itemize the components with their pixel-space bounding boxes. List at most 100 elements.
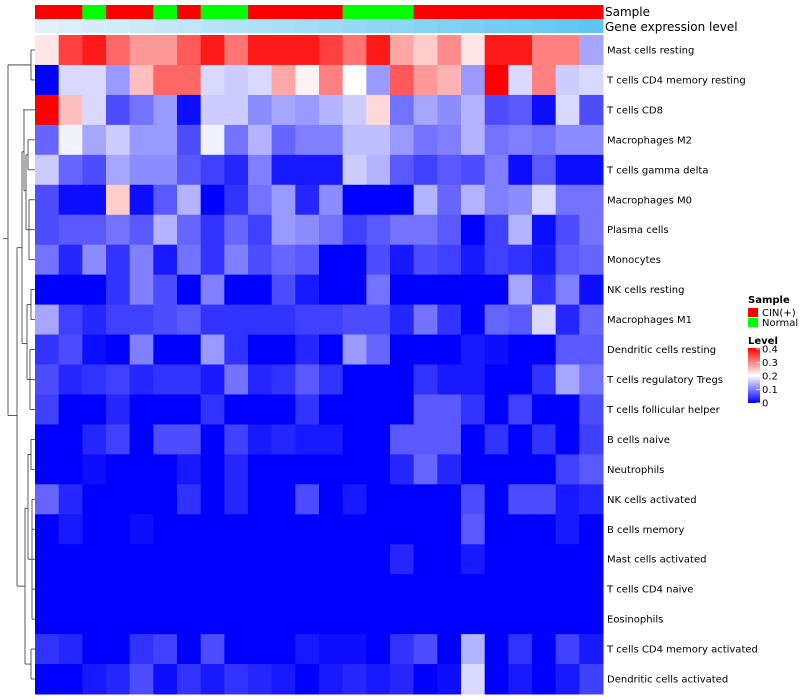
legend-level-title: Level xyxy=(748,336,778,347)
heatmap-cell xyxy=(106,574,131,605)
heatmap-cell xyxy=(555,424,580,455)
heatmap-cell xyxy=(508,544,533,575)
gene-annotation-label: Gene expression level xyxy=(605,20,738,34)
heatmap-cell xyxy=(579,454,604,485)
heatmap-cell xyxy=(106,514,131,545)
legend: Sample CIN(+)Normal Level 0.4 0.3 0.2 0.1 0 xyxy=(748,295,798,410)
heatmap-cell xyxy=(58,244,83,276)
heatmap-cell xyxy=(319,274,344,306)
heatmap-cell xyxy=(271,424,296,455)
heatmap-cell xyxy=(484,124,509,156)
heatmap-cell xyxy=(106,424,131,455)
heatmap-cell xyxy=(437,154,462,186)
heatmap-cell xyxy=(295,274,320,306)
heatmap-cell xyxy=(82,214,107,246)
row-label: T cells follicular helper xyxy=(606,405,721,416)
heatmap-cell xyxy=(106,604,131,635)
heatmap-cell xyxy=(153,514,178,545)
heatmap-cell xyxy=(58,124,83,156)
heatmap-cell xyxy=(129,454,154,485)
heatmap-cell xyxy=(129,35,154,66)
heatmap-cell xyxy=(413,184,438,216)
row-label: Dendritic cells activated xyxy=(607,675,728,686)
heatmap-cell xyxy=(366,184,391,216)
heatmap-cell xyxy=(366,35,391,66)
gene-annotation-cell xyxy=(342,19,367,33)
heatmap-cell xyxy=(200,394,225,425)
sample-annotation-cell xyxy=(437,5,462,19)
heatmap-cell xyxy=(319,454,344,485)
heatmap-cell xyxy=(484,364,509,395)
heatmap-cell xyxy=(35,424,60,455)
heatmap-cell xyxy=(579,304,604,336)
heatmap-cell xyxy=(508,574,533,605)
heatmap-cell xyxy=(153,604,178,635)
heatmap-cell xyxy=(224,514,249,545)
heatmap-cell xyxy=(295,544,320,575)
row-label: T cells gamma delta xyxy=(606,165,708,176)
heatmap-cell xyxy=(58,514,83,545)
heatmap-cell xyxy=(532,244,557,276)
heatmap-cell xyxy=(177,454,202,485)
heatmap-cell xyxy=(413,574,438,605)
heatmap-cell xyxy=(35,574,60,605)
heatmap-cell xyxy=(579,94,604,126)
heatmap-cell xyxy=(295,424,320,455)
heatmap-cell xyxy=(200,454,225,485)
heatmap-cell xyxy=(532,454,557,485)
row-dendrogram xyxy=(3,49,35,680)
heatmap-cell xyxy=(295,214,320,246)
gene-annotation-cell xyxy=(484,19,509,33)
heatmap-cell xyxy=(82,454,107,485)
heatmap-cell xyxy=(177,35,202,66)
heatmap-cell xyxy=(200,304,225,336)
heatmap-cell xyxy=(319,184,344,216)
legend-level-tick-label: 0.2 xyxy=(762,372,778,383)
heatmap-cell xyxy=(224,214,249,246)
heatmap-cell xyxy=(342,544,367,575)
heatmap-cell xyxy=(224,424,249,455)
heatmap-cell xyxy=(342,64,367,96)
heatmap-cell xyxy=(106,124,131,156)
heatmap-cell xyxy=(390,184,415,216)
heatmap-cell xyxy=(437,544,462,575)
heatmap-cell xyxy=(177,154,202,186)
heatmap-cell xyxy=(437,364,462,395)
heatmap-cell xyxy=(271,94,296,126)
row-label: Neutrophils xyxy=(607,465,664,476)
heatmap-cell xyxy=(437,94,462,126)
heatmap-cell xyxy=(461,244,486,276)
heatmap-cell xyxy=(342,214,367,246)
heatmap-cell xyxy=(129,124,154,156)
heatmap-cell xyxy=(461,424,486,455)
legend-sample-entries: CIN(+)Normal xyxy=(748,308,798,329)
heatmap-cell xyxy=(508,454,533,485)
heatmap-cell xyxy=(319,514,344,545)
heatmap-cell xyxy=(129,574,154,605)
heatmap-cell xyxy=(153,424,178,455)
heatmap-cell xyxy=(177,574,202,605)
heatmap-cell xyxy=(224,574,249,605)
legend-sample-label: CIN(+) xyxy=(762,308,796,319)
heatmap-cell xyxy=(413,484,438,515)
heatmap-cell xyxy=(555,64,580,96)
heatmap-cell xyxy=(532,334,557,365)
heatmap-cell xyxy=(248,94,273,126)
heatmap-cell xyxy=(555,604,580,635)
sample-annotation-cell xyxy=(390,5,415,19)
sample-annotation-cell xyxy=(295,5,320,19)
heatmap-cell xyxy=(366,514,391,545)
heatmap-cell xyxy=(461,484,486,515)
heatmap-cell xyxy=(271,364,296,395)
heatmap-cell xyxy=(271,244,296,276)
heatmap-cell xyxy=(35,364,60,395)
heatmap-cell xyxy=(366,214,391,246)
gene-annotation-cell xyxy=(532,19,557,33)
row-label: B cells naive xyxy=(607,435,670,446)
heatmap-cell xyxy=(177,484,202,515)
sample-annotation-cell xyxy=(413,5,438,19)
heatmap-cell xyxy=(106,454,131,485)
heatmap-cell xyxy=(413,214,438,246)
heatmap-cell xyxy=(555,304,580,336)
heatmap-cell xyxy=(390,424,415,455)
